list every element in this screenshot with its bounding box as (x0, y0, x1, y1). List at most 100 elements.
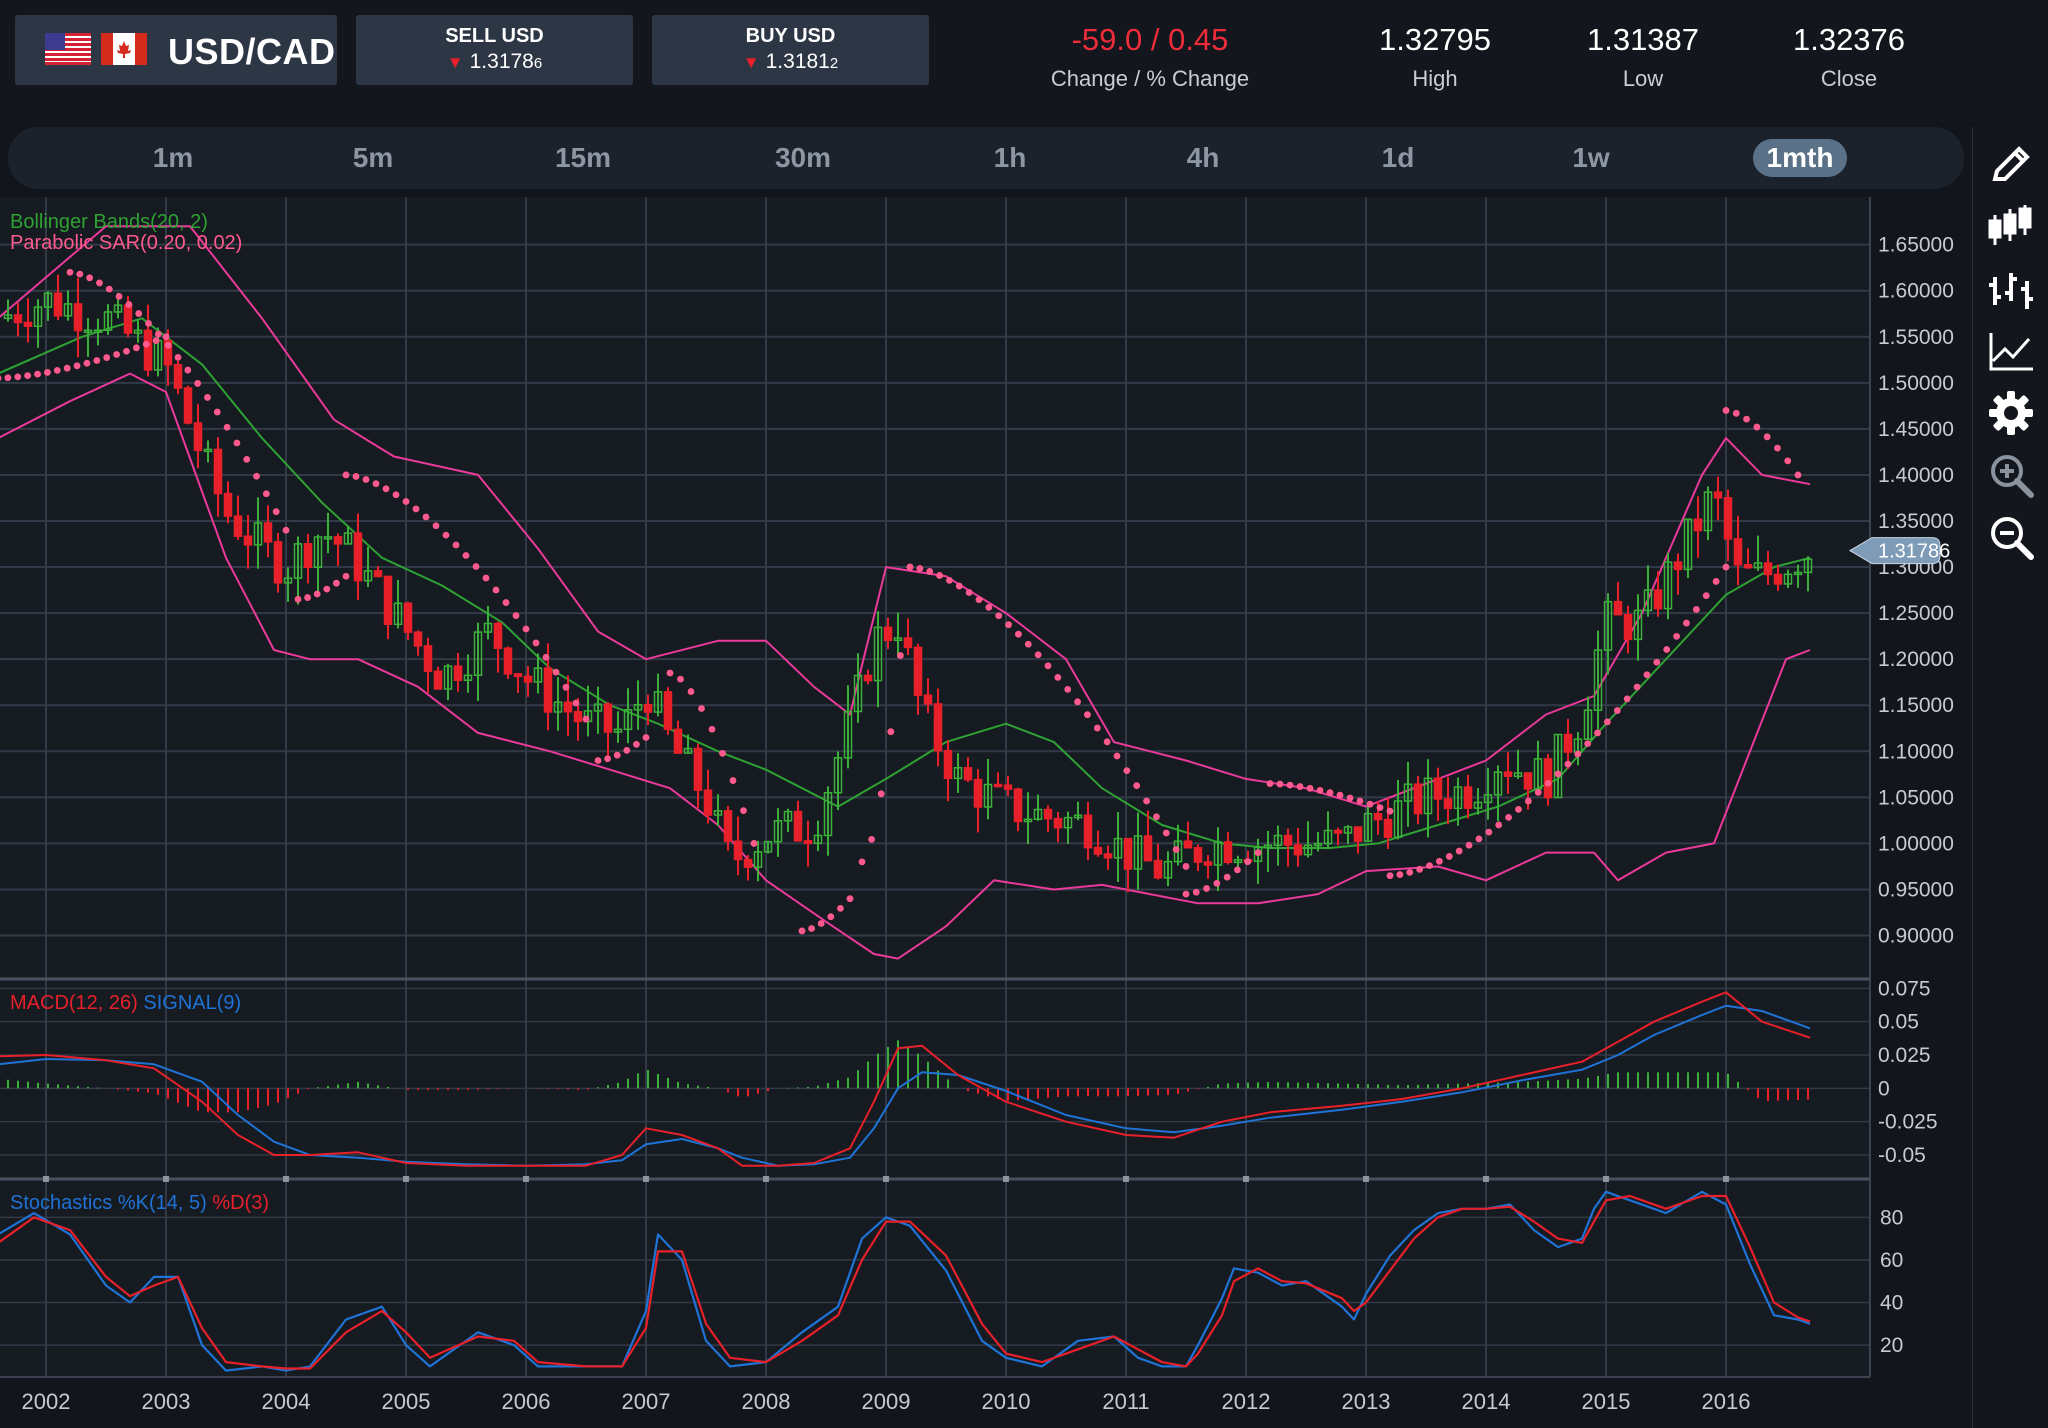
sar-label: Parabolic SAR(0.20, 0.02) (10, 232, 242, 254)
change-stat: -59.0 / 0.45 Change / % Change (1030, 22, 1270, 92)
sar-dot (1673, 633, 1680, 640)
candle-body (1303, 844, 1313, 856)
pencil-tool[interactable] (1985, 139, 2037, 191)
year-tick-label: 2004 (262, 1389, 311, 1414)
sar-dot (877, 790, 885, 798)
sar-dot (1794, 471, 1802, 479)
candle-body (1203, 861, 1213, 866)
sar-dot (858, 858, 866, 866)
candle-body (1723, 497, 1733, 540)
candle-body (1373, 812, 1383, 821)
sar-dot (582, 715, 590, 723)
sar-dot (604, 755, 611, 763)
candle-body (1523, 772, 1533, 790)
sar-dot (145, 319, 152, 327)
sar-dot (432, 522, 440, 530)
price-chart[interactable]: 1.65000 1.60000 1.55000 1.50000 1.45000 1.400… (0, 197, 2048, 1428)
candle-body (883, 626, 893, 642)
sar-dot (342, 572, 350, 580)
year-tick-label: 2016 (1702, 1389, 1751, 1414)
sar-dot (1774, 444, 1781, 452)
sar-dot (1534, 788, 1542, 796)
sar-dot (522, 625, 530, 633)
year-tick-label: 2006 (502, 1389, 551, 1414)
instrument-selector[interactable]: USD/CAD (15, 15, 337, 85)
timeframe-30m[interactable]: 30m (774, 142, 832, 173)
sar-dot (282, 526, 290, 534)
candle-body (1083, 814, 1093, 849)
sell-button[interactable]: SELL USD ▼ 1.31786 (356, 15, 633, 85)
candle-body (173, 364, 183, 389)
candle-body (1713, 491, 1723, 499)
candle-body (803, 840, 813, 845)
buy-button[interactable]: BUY USD ▼ 1.31812 (652, 15, 929, 85)
timeframe-15m[interactable]: 15m (554, 142, 612, 173)
sar-dot (1743, 415, 1750, 423)
candle-body (273, 541, 283, 584)
candle-body (1353, 826, 1363, 842)
sar-dot (1753, 423, 1761, 431)
candle-body (943, 749, 953, 780)
timeframe-1d[interactable]: 1d (1381, 142, 1415, 173)
sar-dot (392, 491, 400, 499)
zoom-out-tool[interactable] (1985, 511, 2037, 563)
candlestick-tool[interactable] (1985, 201, 2037, 253)
candle-body (143, 329, 153, 371)
candle-body (743, 858, 753, 868)
candle-body (913, 646, 923, 696)
candle-body (1683, 518, 1693, 571)
sar-dot (412, 505, 420, 513)
timeframe-5m[interactable]: 5m (352, 142, 394, 173)
candle-body (1803, 558, 1813, 574)
candle-body (313, 536, 323, 568)
timeframe-1h[interactable]: 1h (993, 142, 1027, 173)
sar-dot (1336, 791, 1344, 799)
timeframe-1m[interactable]: 1m (152, 142, 194, 173)
sar-dot (1024, 640, 1032, 648)
sar-dot (1074, 698, 1081, 706)
sar-dot (572, 699, 580, 707)
candle-body (733, 840, 743, 861)
candle-body (1583, 709, 1593, 740)
us-flag-icon (45, 33, 91, 65)
candle-body (293, 543, 303, 579)
settings-tool[interactable] (1985, 387, 2037, 439)
candle-body (1743, 563, 1753, 569)
timeframe-1mth[interactable]: 1mth (1753, 139, 1847, 177)
candle-body (1493, 771, 1503, 796)
sar-dot (96, 279, 103, 287)
candle-body (1693, 518, 1703, 532)
sar-dot (1683, 619, 1690, 627)
candle-body (553, 701, 563, 713)
sar-dot (342, 471, 350, 479)
candle-body (1673, 561, 1683, 571)
sar-dot (184, 366, 192, 374)
sar-dot (372, 480, 380, 488)
candle-body (533, 667, 543, 683)
sar-dot (1386, 807, 1394, 815)
bollinger-upper-band (0, 225, 1811, 808)
candle-body (123, 304, 133, 334)
stochastic-label: Stochastics %K(14, 5) %D(3) (10, 1192, 269, 1214)
sar-dot (66, 268, 74, 276)
sar-dot (452, 541, 460, 549)
timeframe-4h[interactable]: 4h (1186, 142, 1220, 173)
candle-body (643, 704, 653, 713)
candle-body (383, 575, 393, 626)
candle-body (1263, 844, 1273, 849)
candle-body (1603, 600, 1613, 651)
sar-dot (532, 639, 540, 647)
sar-dot (1554, 770, 1562, 778)
sar-dot (1594, 729, 1601, 737)
sar-dot (1306, 784, 1314, 792)
candle-body (413, 631, 423, 647)
line-chart-tool[interactable] (1985, 325, 2037, 377)
sar-dot (262, 490, 270, 498)
timeframe-1w[interactable]: 1w (1572, 142, 1610, 173)
zoom-in-tool[interactable] (1985, 449, 2037, 501)
candle-body (103, 311, 113, 331)
candle-body (1463, 786, 1473, 809)
bar-chart-tool[interactable] (1985, 263, 2037, 315)
candle-body (1133, 835, 1143, 870)
sar-dot (1034, 651, 1042, 659)
